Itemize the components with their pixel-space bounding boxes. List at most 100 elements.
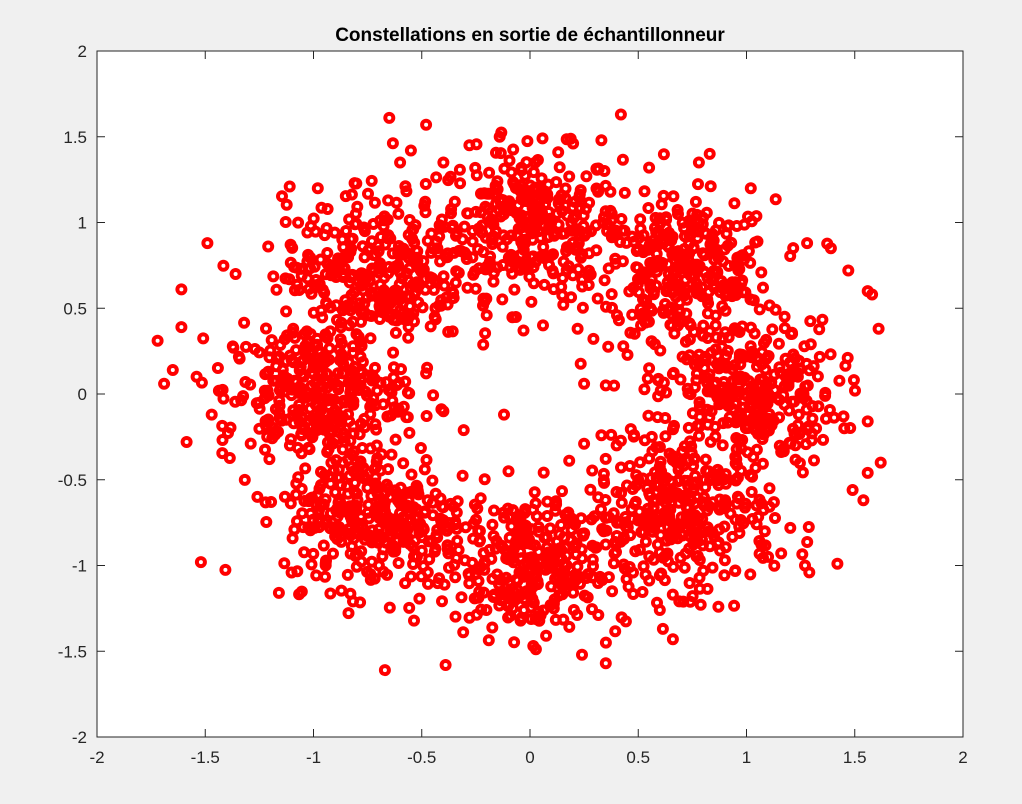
scatter-point: [355, 511, 367, 524]
scatter-point: [304, 220, 317, 233]
scatter-point: [744, 256, 757, 269]
scatter-point: [530, 510, 543, 523]
scatter-point: [595, 503, 607, 516]
scatter-point: [385, 448, 398, 461]
scatter-point: [630, 469, 643, 482]
scatter-point: [419, 178, 432, 190]
scatter-point: [401, 411, 414, 424]
scatter-point: [686, 407, 699, 420]
scatter-point: [576, 648, 588, 661]
scatter-point: [273, 412, 286, 425]
scatter-point: [566, 236, 579, 249]
scatter-point: [310, 569, 323, 582]
scatter-point: [433, 572, 446, 585]
scatter-point: [690, 374, 703, 387]
scatter-point: [480, 604, 493, 616]
scatter-point: [361, 565, 374, 578]
scatter-point: [341, 250, 354, 263]
scatter-point: [678, 286, 691, 299]
scatter-point: [638, 383, 651, 396]
scatter-point: [343, 396, 356, 408]
scatter-point: [664, 503, 677, 516]
scatter-point: [291, 565, 304, 578]
scatter-point: [320, 268, 333, 281]
scatter-point: [216, 383, 229, 396]
scatter-point: [687, 483, 700, 495]
scatter-point: [547, 248, 559, 261]
scatter-point: [318, 357, 331, 370]
scatter-point: [553, 161, 566, 174]
scatter-point: [657, 189, 670, 202]
scatter-point: [439, 659, 452, 671]
scatter-point: [334, 530, 347, 542]
scatter-point: [365, 174, 378, 187]
scatter-point: [290, 409, 303, 421]
scatter-point: [719, 304, 732, 317]
scatter-point: [625, 503, 638, 516]
scatter-point: [527, 277, 540, 290]
scatter-point: [486, 621, 499, 634]
scatter-point: [817, 433, 830, 446]
scatter-point: [753, 303, 766, 316]
scatter-point: [385, 529, 398, 542]
scatter-point: [563, 170, 576, 183]
scatter-point: [328, 226, 341, 239]
scatter-point: [632, 242, 645, 255]
scatter-point: [538, 252, 551, 264]
scatter-point: [705, 405, 718, 418]
scatter-point: [761, 397, 774, 410]
scatter-point: [190, 370, 203, 383]
scatter-point: [576, 301, 589, 314]
scatter-point: [511, 574, 524, 587]
scatter-point: [302, 521, 315, 534]
scatter-point: [412, 522, 425, 535]
y-tick-label: -1.5: [58, 642, 87, 661]
scatter-point: [262, 365, 275, 378]
scatter-point: [484, 250, 497, 263]
scatter-point: [796, 466, 809, 479]
scatter-point: [686, 590, 699, 603]
scatter-point: [697, 564, 710, 577]
scatter-point: [586, 603, 598, 616]
scatter-point: [566, 201, 579, 214]
scatter-point: [365, 555, 378, 568]
scatter-point: [352, 330, 365, 343]
scatter-point: [728, 197, 741, 210]
scatter-point: [587, 560, 599, 573]
scatter-point: [267, 421, 280, 434]
scatter-point: [700, 206, 713, 219]
scatter-point: [616, 255, 629, 268]
scatter-point: [768, 559, 781, 572]
scatter-point: [565, 291, 578, 304]
scatter-point: [548, 229, 561, 242]
scatter-point: [498, 511, 511, 524]
scatter-point: [799, 438, 812, 451]
scatter-point: [427, 389, 440, 402]
scatter-point: [729, 450, 742, 463]
x-tick-label: 2: [958, 748, 967, 767]
scatter-point: [415, 570, 428, 583]
scatter-point: [494, 147, 507, 160]
scatter-point: [547, 602, 560, 615]
scatter-point: [512, 199, 525, 212]
axis-ticks: -2 -1.5 -1 -0.5 0 0.5 1 1.5 2 -2 -1.5 -1 -0.5 0 0.5 1 1.…: [58, 42, 968, 767]
scatter-point: [645, 430, 658, 443]
scatter-point: [540, 629, 553, 642]
scatter-point: [501, 502, 514, 515]
scatter-point: [757, 281, 769, 294]
scatter-point: [537, 319, 549, 332]
scatter-point: [565, 216, 578, 229]
scatter-point: [540, 531, 553, 544]
scatter-point: [782, 377, 795, 390]
scatter-point: [518, 592, 531, 605]
scatter-point: [223, 452, 236, 464]
scatter-point: [683, 317, 696, 330]
scatter-point: [272, 586, 285, 599]
scatter-point: [366, 534, 378, 547]
scatter-point: [514, 614, 527, 627]
scatter-point: [677, 595, 690, 608]
scatter-point: [744, 469, 757, 482]
scatter-point: [664, 301, 677, 314]
scatter-point: [531, 154, 544, 166]
scatter-point: [490, 146, 502, 159]
